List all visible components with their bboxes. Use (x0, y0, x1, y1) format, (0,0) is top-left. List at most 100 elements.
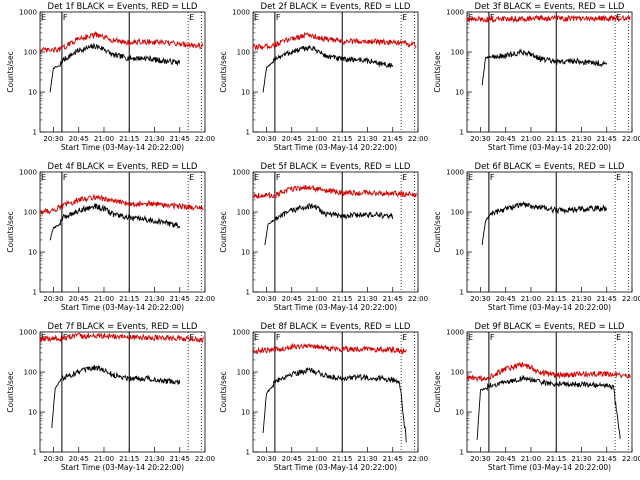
y-tick-label: 1000 (19, 169, 37, 177)
x-tick-label: 21:15 (332, 295, 352, 303)
x-tick-label: 21:00 (521, 295, 541, 303)
chart-svg: Det 6f BLACK = Events, RED = LLD 1 10 100 10… (433, 162, 640, 312)
y-tick-label: 10 (455, 249, 464, 257)
y-tick-label: 1 (460, 449, 464, 457)
y-tick-label: 10 (455, 89, 464, 97)
chart-panel-det-7f: Det 7f BLACK = Events, RED = LLD 1 10 100 10… (0, 320, 215, 478)
x-tick-label: 21:45 (383, 455, 403, 463)
y-tick-label: 100 (451, 49, 464, 57)
event-marker-label: E (468, 13, 473, 22)
y-tick-label: 10 (28, 249, 37, 257)
y-axis-label: Counts/sec (219, 51, 228, 92)
x-axis-label: Start Time (03-May-14 20:22:00) (61, 143, 184, 152)
chart-panel-det-2f: Det 2f BLACK = Events, RED = LLD 1 10 100 10… (213, 0, 428, 158)
y-tick-label: 100 (451, 209, 464, 217)
plot-frame (39, 11, 206, 133)
event-marker-label: F (490, 173, 495, 182)
series-line-lld (252, 342, 407, 356)
chart-title: Det 4f BLACK = Events, RED = LLD (48, 162, 198, 172)
y-axis-label: Counts/sec (433, 51, 442, 92)
event-marker-label: F (276, 173, 281, 182)
y-axis-label: Counts/sec (219, 371, 228, 412)
x-tick-label: 20:45 (496, 295, 516, 303)
plot-frame (252, 331, 419, 453)
y-tick-label: 1 (460, 289, 464, 297)
y-axis-label: Counts/sec (6, 51, 15, 92)
event-marker-label: E (402, 13, 407, 22)
y-axis-label: Counts/sec (433, 211, 442, 252)
x-tick-label: 22:00 (195, 295, 215, 303)
x-tick-label: 21:45 (597, 295, 617, 303)
chart-title: Det 2f BLACK = Events, RED = LLD (261, 2, 411, 12)
y-tick-label: 1000 (446, 169, 464, 177)
y-tick-label: 100 (24, 369, 37, 377)
x-tick-label: 21:45 (597, 135, 617, 143)
x-axis-label: Start Time (03-May-14 20:22:00) (61, 463, 184, 472)
chart-panel-det-1f: Det 1f BLACK = Events, RED = LLD 1 10 100 10… (0, 0, 215, 158)
event-marker-label: F (490, 333, 495, 342)
x-tick-label: 20:30 (43, 135, 63, 143)
event-marker-label: F (63, 173, 68, 182)
x-tick-label: 21:15 (332, 135, 352, 143)
plot-frame (252, 11, 419, 133)
y-tick-label: 10 (455, 409, 464, 417)
x-tick-label: 20:45 (69, 135, 89, 143)
y-tick-label: 100 (237, 209, 250, 217)
chart-svg: Det 3f BLACK = Events, RED = LLD 1 10 100 10… (433, 2, 640, 152)
y-tick-label: 10 (28, 89, 37, 97)
series-line-lld (39, 332, 204, 344)
y-axis-label: Counts/sec (433, 371, 442, 412)
y-tick-label: 1 (33, 449, 37, 457)
series-line-lld (466, 14, 631, 24)
series-line-lld (252, 31, 417, 52)
x-axis-label: Start Time (03-May-14 20:22:00) (274, 303, 397, 312)
x-tick-label: 22:00 (408, 135, 428, 143)
x-tick-label: 21:00 (94, 455, 114, 463)
event-marker-label: E (41, 173, 46, 182)
event-marker-label: F (63, 13, 68, 22)
series-line-events (49, 203, 181, 241)
chart-panel-det-9f: Det 9f BLACK = Events, RED = LLD 1 10 100 10… (427, 320, 640, 478)
x-tick-label: 21:30 (571, 135, 591, 143)
event-marker-label: E (468, 173, 473, 182)
series-line-events (264, 202, 394, 246)
x-tick-label: 20:30 (470, 295, 490, 303)
chart-panel-det-6f: Det 6f BLACK = Events, RED = LLD 1 10 100 10… (427, 160, 640, 318)
chart-panel-det-8f: Det 8f BLACK = Events, RED = LLD 1 10 100 10… (213, 320, 428, 478)
x-tick-label: 21:45 (170, 135, 190, 143)
series-line-events (51, 364, 181, 429)
y-tick-label: 1 (246, 289, 250, 297)
x-tick-label: 22:00 (408, 295, 428, 303)
chart-svg: Det 1f BLACK = Events, RED = LLD 1 10 100 10… (6, 2, 215, 152)
x-tick-label: 21:15 (546, 455, 566, 463)
y-tick-label: 1 (246, 449, 250, 457)
x-tick-label: 20:30 (43, 295, 63, 303)
event-marker-label: E (254, 13, 259, 22)
x-tick-label: 21:15 (119, 455, 139, 463)
y-tick-label: 1000 (232, 9, 250, 17)
plot-frame (466, 331, 633, 453)
x-tick-label: 20:45 (496, 135, 516, 143)
event-marker-label: E (468, 333, 473, 342)
y-tick-label: 1000 (232, 329, 250, 337)
x-tick-label: 22:00 (195, 455, 215, 463)
x-axis-label: Start Time (03-May-14 20:22:00) (274, 463, 397, 472)
plot-frame (39, 171, 206, 293)
x-axis-label: Start Time (03-May-14 20:22:00) (488, 303, 611, 312)
x-tick-label: 20:45 (282, 295, 302, 303)
chart-title: Det 6f BLACK = Events, RED = LLD (475, 162, 625, 172)
y-tick-label: 100 (24, 209, 37, 217)
y-tick-label: 1 (33, 289, 37, 297)
y-axis-label: Counts/sec (219, 211, 228, 252)
x-axis-label: Start Time (03-May-14 20:22:00) (61, 303, 184, 312)
x-tick-label: 22:00 (408, 455, 428, 463)
event-marker-label: E (616, 333, 621, 342)
x-tick-label: 21:45 (170, 455, 190, 463)
x-tick-label: 21:30 (144, 295, 164, 303)
x-tick-label: 20:30 (470, 455, 490, 463)
x-tick-label: 21:00 (94, 295, 114, 303)
x-tick-label: 21:30 (144, 135, 164, 143)
y-tick-label: 100 (24, 49, 37, 57)
series-line-lld (39, 31, 204, 54)
plot-frame (39, 331, 206, 453)
